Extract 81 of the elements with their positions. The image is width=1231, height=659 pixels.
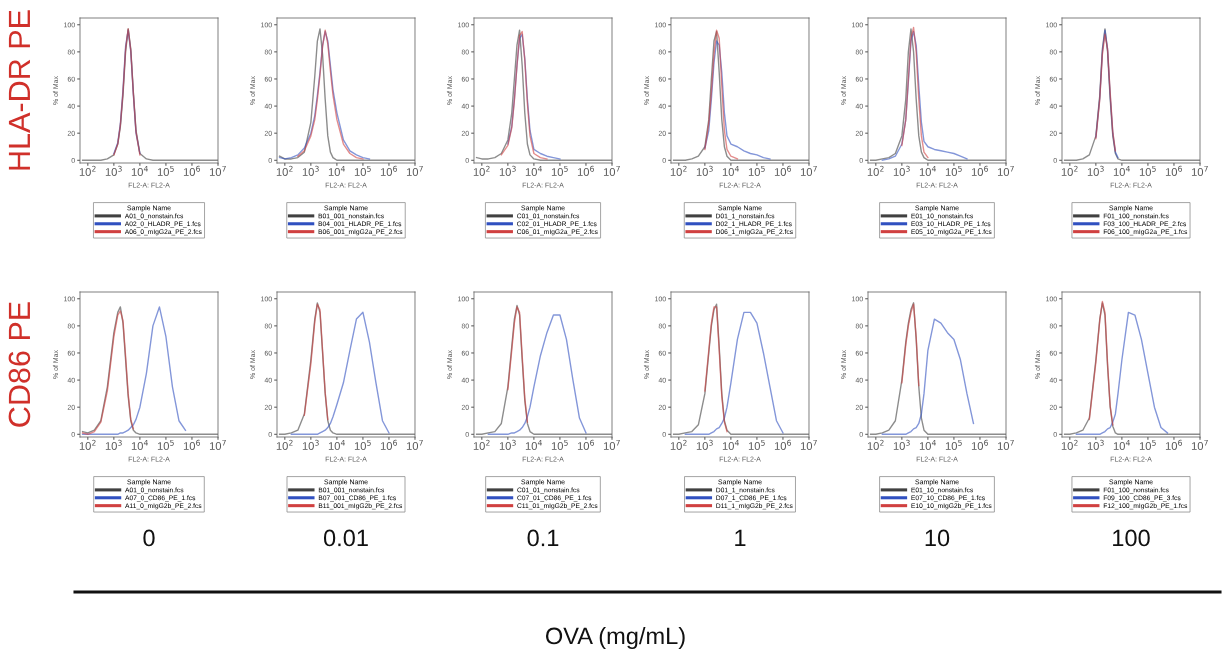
x-tick-label: 10$^{4}$ — [328, 165, 345, 176]
x-tick-label: 10$^{3}$ — [499, 439, 516, 450]
x-tick-label: 10$^{5}$ — [354, 165, 371, 176]
x-tick-label: 10$^{2}$ — [473, 439, 490, 450]
x-tick-label: 10$^{2}$ — [867, 439, 884, 450]
x-tick-label: 10$^{2}$ — [670, 165, 687, 176]
x-tick-label: 10$^{5}$ — [945, 165, 962, 176]
x-tick-label: 10$^{3}$ — [1087, 439, 1104, 450]
x-tick-label: 10$^{6}$ — [774, 165, 791, 176]
x-tick-label: 10$^{5}$ — [748, 165, 765, 176]
text: 1 — [735, 529, 746, 547]
x-tick-label: 10$^{7}$ — [997, 439, 1014, 450]
x-tick-label: 10$^{6}$ — [1165, 439, 1182, 450]
x-tick-label: 10$^{7}$ — [1191, 165, 1208, 176]
x-tick-label: 10$^{2}$ — [867, 165, 884, 176]
x-tick-label: 10$^{6}$ — [183, 439, 200, 450]
x-tick-label: 10$^{4}$ — [131, 439, 148, 450]
x-tick-label: 10$^{6}$ — [971, 439, 988, 450]
text: 0.1 — [527, 529, 559, 547]
x-tick-label: 10$^{6}$ — [774, 439, 791, 450]
x-tick-label: 10$^{7}$ — [603, 165, 620, 176]
x-tick-label: 10$^{3}$ — [1087, 165, 1104, 176]
x-tick-label: 10$^{4}$ — [525, 165, 542, 176]
x-tick-label: 10$^{4}$ — [328, 439, 345, 450]
text: 0.01 — [323, 529, 368, 547]
x-tick-label: 10$^{4}$ — [919, 439, 936, 450]
text: OVA (mg/mL) — [545, 626, 685, 650]
x-tick-label: 10$^{3}$ — [499, 165, 516, 176]
x-tick-label: 10$^{7}$ — [603, 439, 620, 450]
x-tick-label: 10$^{4}$ — [525, 439, 542, 450]
x-tick-label: 10$^{3}$ — [893, 439, 910, 450]
x-tick-label: 10$^{2}$ — [1061, 165, 1078, 176]
x-tick-label: 10$^{3}$ — [302, 165, 319, 176]
x-tick-label: 10$^{6}$ — [183, 165, 200, 176]
x-tick-label: 10$^{7}$ — [406, 165, 423, 176]
text: 0 — [143, 529, 155, 547]
x-tick-label: 10$^{5}$ — [748, 439, 765, 450]
x-tick-label: 10$^{7}$ — [1191, 439, 1208, 450]
x-tick-label: 10$^{5}$ — [354, 439, 371, 450]
x-tick-label: 10$^{2}$ — [473, 165, 490, 176]
x-tick-label: 10$^{2}$ — [276, 439, 293, 450]
x-tick-label: 10$^{2}$ — [79, 439, 96, 450]
x-tick-label: 10$^{2}$ — [670, 439, 687, 450]
x-tick-label: 10$^{5}$ — [551, 439, 568, 450]
x-tick-label: 10$^{2}$ — [276, 165, 293, 176]
x-tick-label: 10$^{5}$ — [157, 165, 174, 176]
x-tick-label: 10$^{6}$ — [971, 165, 988, 176]
x-tick-label: 10$^{4}$ — [131, 165, 148, 176]
x-tick-label: 10$^{3}$ — [105, 165, 122, 176]
x-tick-label: 10$^{2}$ — [1061, 439, 1078, 450]
x-tick-label: 10$^{4}$ — [1113, 439, 1130, 450]
x-tick-label: 10$^{5}$ — [1139, 165, 1156, 176]
x-tick-label: 10$^{5}$ — [551, 165, 568, 176]
x-tick-label: 10$^{6}$ — [577, 165, 594, 176]
text: HLA-DR PE — [8, 10, 30, 170]
text: 100 — [1113, 529, 1150, 547]
x-tick-label: 10$^{7}$ — [209, 165, 226, 176]
x-tick-label: 10$^{7}$ — [800, 439, 817, 450]
x-tick-label: 10$^{4}$ — [722, 165, 739, 176]
x-tick-label: 10$^{3}$ — [696, 165, 713, 176]
x-tick-label: 10$^{5}$ — [157, 439, 174, 450]
text: CD86 PE — [8, 302, 31, 427]
x-tick-label: 10$^{6}$ — [380, 439, 397, 450]
x-tick-label: 10$^{4}$ — [1113, 165, 1130, 176]
x-tick-label: 10$^{7}$ — [997, 165, 1014, 176]
x-tick-label: 10$^{7}$ — [406, 439, 423, 450]
x-tick-label: 10$^{3}$ — [302, 439, 319, 450]
x-tick-label: 10$^{2}$ — [79, 165, 96, 176]
x-tick-label: 10$^{4}$ — [722, 439, 739, 450]
x-tick-label: 10$^{6}$ — [577, 439, 594, 450]
x-tick-label: 10$^{6}$ — [380, 165, 397, 176]
x-tick-label: 10$^{3}$ — [696, 439, 713, 450]
x-tick-label: 10$^{5}$ — [945, 439, 962, 450]
x-tick-label: 10$^{3}$ — [105, 439, 122, 450]
x-tick-label: 10$^{4}$ — [919, 165, 936, 176]
x-tick-label: 10$^{7}$ — [800, 165, 817, 176]
text: 10 — [925, 529, 950, 547]
x-tick-label: 10$^{7}$ — [209, 439, 226, 450]
x-tick-label: 10$^{6}$ — [1165, 165, 1182, 176]
x-tick-label: 10$^{3}$ — [893, 165, 910, 176]
x-tick-label: 10$^{5}$ — [1139, 439, 1156, 450]
